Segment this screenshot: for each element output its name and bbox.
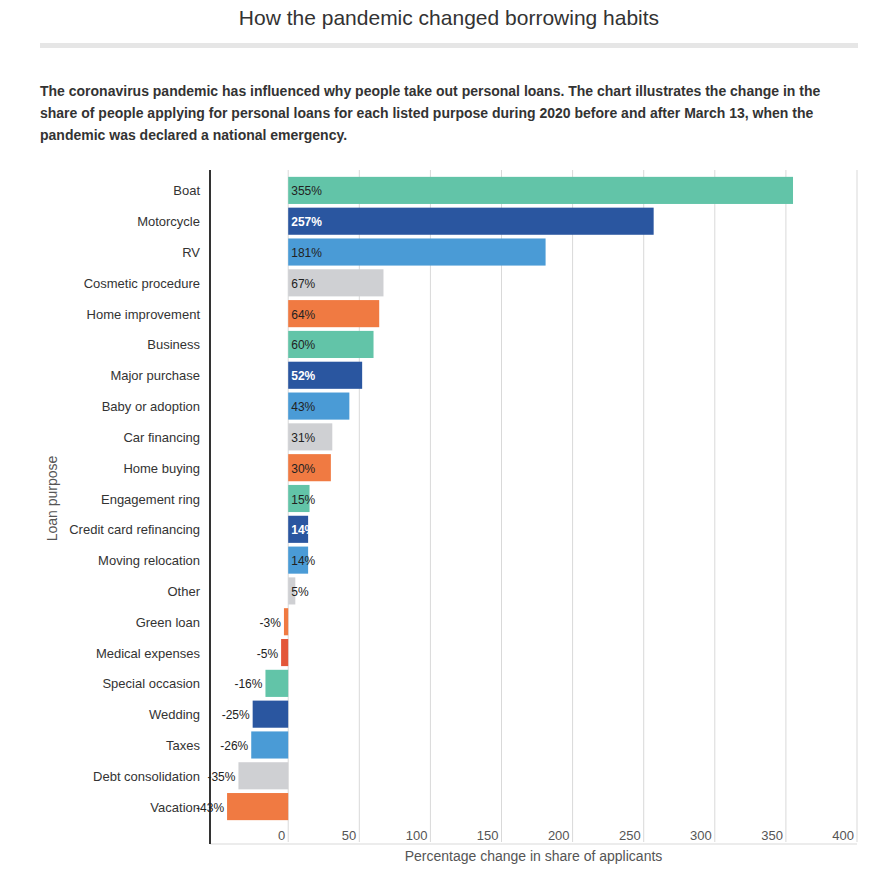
x-axis-label: Percentage change in share of applicants [405,848,663,864]
tick-label: 50 [342,828,356,843]
tick-label: 350 [761,828,783,843]
grid-line [643,170,644,842]
data-label: -35% [207,770,235,784]
category-label: Car financing [123,430,200,445]
tick-label: 200 [548,828,570,843]
grid-line [501,170,502,842]
category-label: Motorcycle [137,214,200,229]
bar [288,177,793,204]
data-label: -3% [260,616,282,630]
category-label: Other [167,584,200,599]
bar [284,608,288,635]
tick-label: 0 [278,828,285,843]
category-label: Vacation [150,800,200,815]
data-label: 60% [291,338,315,352]
data-label: -16% [234,677,262,691]
data-label: -43% [196,801,224,815]
grid-line [785,170,786,842]
bar [251,731,288,758]
data-label: -26% [220,739,248,753]
tick-label: 300 [690,828,712,843]
data-label: 43% [291,400,315,414]
bar [281,639,288,666]
data-label: 67% [291,277,315,291]
category-label: Medical expenses [96,646,201,661]
tick-label: 150 [477,828,499,843]
category-label: Major purchase [110,368,200,383]
bar [288,208,653,235]
tick-label: 250 [619,828,641,843]
bar [288,238,545,265]
category-label: Taxes [166,738,200,753]
category-label: Baby or adoption [102,399,200,414]
chart: 0 50 100 150 200 250 300 350 400 Boat 355% Motorcyc… [0,0,888,880]
x-axis-line [210,844,857,845]
category-label: Wedding [149,707,200,722]
category-label: Moving relocation [98,553,200,568]
category-label: Business [147,337,200,352]
bar [238,762,288,789]
category-label: RV [182,245,200,260]
bar [288,300,379,327]
grid-line [430,170,431,842]
bar [288,362,362,389]
data-label: -5% [257,647,279,661]
category-label: Cosmetic procedure [84,276,200,291]
category-label: Special occasion [102,676,200,691]
data-label: 31% [291,431,315,445]
bar [288,331,373,358]
data-label: 15% [291,493,315,507]
category-label: Home buying [123,461,200,476]
title: How the pandemic changed borrowing habit… [0,6,888,30]
data-label: 52% [291,369,315,383]
grid-line [714,170,715,842]
grid-line [572,170,573,842]
y-axis-line [209,170,211,844]
data-label: 14% [291,523,315,537]
category-label: Home improvement [87,307,201,322]
data-label: 257% [291,215,322,229]
category-label: Credit card refinancing [69,522,200,537]
labels: Boat 355% Motorcycle 257% RV 181% Cosmetic pro… [69,183,322,814]
data-label: 5% [291,585,309,599]
bar [288,393,349,420]
data-label: 181% [291,246,322,260]
category-label: Engagement ring [101,492,200,507]
bar [288,423,332,450]
category-label: Debt consolidation [93,769,200,784]
data-label: 64% [291,308,315,322]
tick-label: 400 [832,828,854,843]
category-label: Boat [173,183,200,198]
data-label: 30% [291,462,315,476]
bar [288,454,331,481]
title-rule [40,43,858,48]
data-label: 355% [291,184,322,198]
bar [227,793,288,820]
subtitle: The coronavirus pandemic has influenced … [40,80,840,146]
bar [288,269,383,296]
data-label: -25% [222,708,250,722]
bars [227,177,793,820]
bar [253,701,289,728]
bar [265,670,288,697]
category-label: Green loan [136,615,200,630]
data-label: 14% [291,554,315,568]
y-axis-label: Loan purpose [44,455,60,541]
grid-line [857,170,858,842]
tick-label: 100 [406,828,428,843]
